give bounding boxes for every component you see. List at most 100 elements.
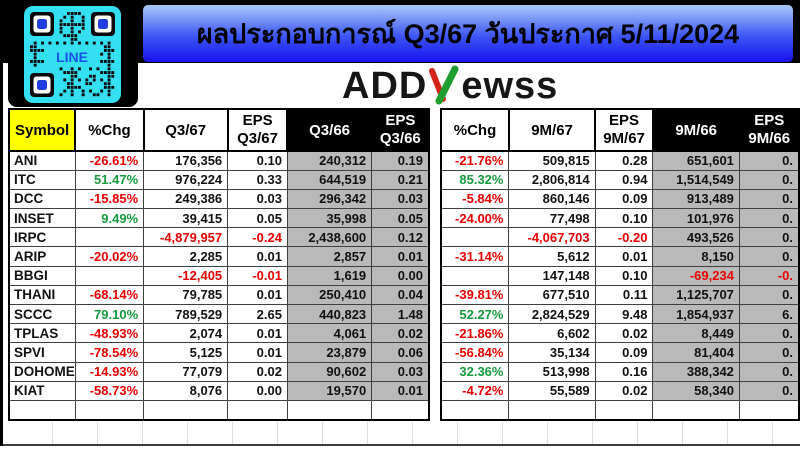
q-prev-cell: 440,823 bbox=[286, 303, 373, 325]
q-eps-cur-cell bbox=[227, 399, 288, 421]
nine-month-header-row: %Chg 9M/67 EPS 9M/67 9M/66 EPS 9M/66 bbox=[440, 108, 800, 152]
m-chg-cell: -39.81% bbox=[440, 284, 510, 306]
q-eps-prev-cell bbox=[371, 399, 430, 421]
table-row: DCC -15.85% 249,386 0.03 296,342 0.03 bbox=[8, 188, 430, 210]
symbol-cell: THANI bbox=[8, 284, 76, 306]
m-prev-cell: 1,514,549 bbox=[652, 169, 740, 190]
q-prev-cell: 644,519 bbox=[286, 169, 373, 190]
m-cur-cell: 513,998 bbox=[508, 361, 596, 382]
m-eps-cur-cell: 0.09 bbox=[594, 188, 654, 210]
table-row: ANI -26.61% 176,356 0.10 240,312 0.19 bbox=[8, 150, 430, 171]
m-eps-cur-cell bbox=[594, 399, 654, 421]
q-prev-cell: 296,342 bbox=[286, 188, 373, 210]
q-eps-cur-cell: 0.01 bbox=[227, 284, 288, 306]
m-cur-cell: 860,146 bbox=[508, 188, 596, 210]
q-chg-cell: -78.54% bbox=[74, 342, 145, 363]
symbol-cell: ANI bbox=[8, 150, 76, 171]
m-chg-cell: -56.84% bbox=[440, 342, 510, 363]
table-row: SPVI -78.54% 5,125 0.01 23,879 0.06 bbox=[8, 342, 430, 363]
q-eps-prev-cell: 1.48 bbox=[371, 303, 430, 325]
symbol-cell: IRPC bbox=[8, 227, 76, 248]
q-cur-cell: 79,785 bbox=[143, 284, 229, 306]
q-eps-prev-cell: 0.12 bbox=[371, 227, 430, 248]
m-eps-cur-cell: 0.94 bbox=[594, 169, 654, 190]
col-header-m-chg: %Chg bbox=[440, 108, 510, 152]
symbol-cell: SCCC bbox=[8, 303, 76, 325]
q-chg-cell: 79.10% bbox=[74, 303, 145, 325]
q-chg-cell: 51.47% bbox=[74, 169, 145, 190]
q-chg-cell: -15.85% bbox=[74, 188, 145, 210]
q-eps-cur-cell: 0.03 bbox=[227, 188, 288, 210]
m-eps-cur-cell: 0.01 bbox=[594, 246, 654, 267]
m-eps-prev-cell: 0. bbox=[738, 380, 800, 401]
table-row: IRPC -4,879,957 -0.24 2,438,600 0.12 bbox=[8, 227, 430, 248]
table-row: -24.00% 77,498 0.10 101,976 0. bbox=[440, 208, 800, 229]
symbol-cell: INSET bbox=[8, 208, 76, 229]
symbol-cell: DCC bbox=[8, 188, 76, 210]
q-eps-prev-cell: 0.04 bbox=[371, 284, 430, 306]
left-edge-border bbox=[0, 0, 3, 446]
m-cur-cell: 509,815 bbox=[508, 150, 596, 171]
m-eps-cur-cell: 0.02 bbox=[594, 323, 654, 344]
m-prev-cell: 101,976 bbox=[652, 208, 740, 229]
q-cur-cell: 39,415 bbox=[143, 208, 229, 229]
m-eps-cur-cell: 0.10 bbox=[594, 208, 654, 229]
q3-header-row: Symbol %Chg Q3/67 EPS Q3/67 Q3/66 EPS Q3… bbox=[7, 108, 431, 152]
q-cur-cell bbox=[143, 399, 229, 421]
col-header-eps-q3-66: EPS Q3/66 bbox=[370, 108, 431, 152]
m-eps-cur-cell: 0.09 bbox=[594, 342, 654, 363]
col-header-eps-9m-67: EPS 9M/67 bbox=[594, 108, 654, 152]
q-eps-prev-cell: 0.21 bbox=[371, 169, 430, 190]
m-eps-prev-cell bbox=[738, 399, 800, 421]
symbol-cell: KIAT bbox=[8, 380, 76, 401]
q-eps-prev-cell: 0.03 bbox=[371, 188, 430, 210]
q3-table: Symbol %Chg Q3/67 EPS Q3/67 Q3/66 EPS Q3… bbox=[7, 108, 431, 421]
m-eps-prev-cell: 0. bbox=[738, 361, 800, 382]
m-eps-prev-cell: 0. bbox=[738, 188, 800, 210]
table-row: -4,067,703 -0.20 493,526 0. bbox=[440, 227, 800, 248]
earnings-tables: Symbol %Chg Q3/67 EPS Q3/67 Q3/66 EPS Q3… bbox=[7, 108, 800, 421]
m-prev-cell: 1,125,707 bbox=[652, 284, 740, 306]
m-eps-cur-cell: 0.11 bbox=[594, 284, 654, 306]
q-eps-prev-cell: 0.06 bbox=[371, 342, 430, 363]
table-row: -39.81% 677,510 0.11 1,125,707 0. bbox=[440, 284, 800, 306]
q-prev-cell: 23,879 bbox=[286, 342, 373, 363]
q-cur-cell: -12,405 bbox=[143, 265, 229, 286]
m-chg-cell: -4.72% bbox=[440, 380, 510, 401]
table-row: ITC 51.47% 976,224 0.33 644,519 0.21 bbox=[8, 169, 430, 190]
m-eps-prev-cell: -0. bbox=[738, 265, 800, 286]
q-cur-cell: 249,386 bbox=[143, 188, 229, 210]
q-chg-cell: -20.02% bbox=[74, 246, 145, 267]
m-cur-cell: 2,824,529 bbox=[508, 303, 596, 325]
m-prev-cell: 388,342 bbox=[652, 361, 740, 382]
q-chg-cell: -14.93% bbox=[74, 361, 145, 382]
q-eps-cur-cell: 0.01 bbox=[227, 342, 288, 363]
m-cur-cell: -4,067,703 bbox=[508, 227, 596, 248]
m-eps-prev-cell: 0. bbox=[738, 284, 800, 306]
col-header-q3-66: Q3/66 bbox=[286, 108, 373, 152]
symbol-cell: BBGI bbox=[8, 265, 76, 286]
q-cur-cell: 789,529 bbox=[143, 303, 229, 325]
m-chg-cell: -31.14% bbox=[440, 246, 510, 267]
table-row: SCCC 79.10% 789,529 2.65 440,823 1.48 bbox=[8, 303, 430, 325]
m-chg-cell: 32.36% bbox=[440, 361, 510, 382]
q-eps-cur-cell: -0.24 bbox=[227, 227, 288, 248]
m-cur-cell: 77,498 bbox=[508, 208, 596, 229]
m-eps-cur-cell: 0.10 bbox=[594, 265, 654, 286]
q-cur-cell: 77,079 bbox=[143, 361, 229, 382]
q-prev-cell: 19,570 bbox=[286, 380, 373, 401]
m-chg-cell: -5.84% bbox=[440, 188, 510, 210]
table-row: KIAT -58.73% 8,076 0.00 19,570 0.01 bbox=[8, 380, 430, 401]
table-row bbox=[8, 399, 430, 421]
m-chg-cell: 52.27% bbox=[440, 303, 510, 325]
table-row: TPLAS -48.93% 2,074 0.01 4,061 0.02 bbox=[8, 323, 430, 344]
page-title: ผลประกอบการณ์ Q3/67 วันประกาศ 5/11/2024 bbox=[196, 19, 740, 49]
q-eps-prev-cell: 0.03 bbox=[371, 361, 430, 382]
table-row: -31.14% 5,612 0.01 8,150 0. bbox=[440, 246, 800, 267]
symbol-cell: TPLAS bbox=[8, 323, 76, 344]
m-cur-cell: 5,612 bbox=[508, 246, 596, 267]
m-prev-cell: 913,489 bbox=[652, 188, 740, 210]
col-header-9m-66: 9M/66 bbox=[651, 108, 741, 152]
m-eps-prev-cell: 0. bbox=[738, 169, 800, 190]
table-row: 147,148 0.10 -69,234 -0. bbox=[440, 265, 800, 286]
